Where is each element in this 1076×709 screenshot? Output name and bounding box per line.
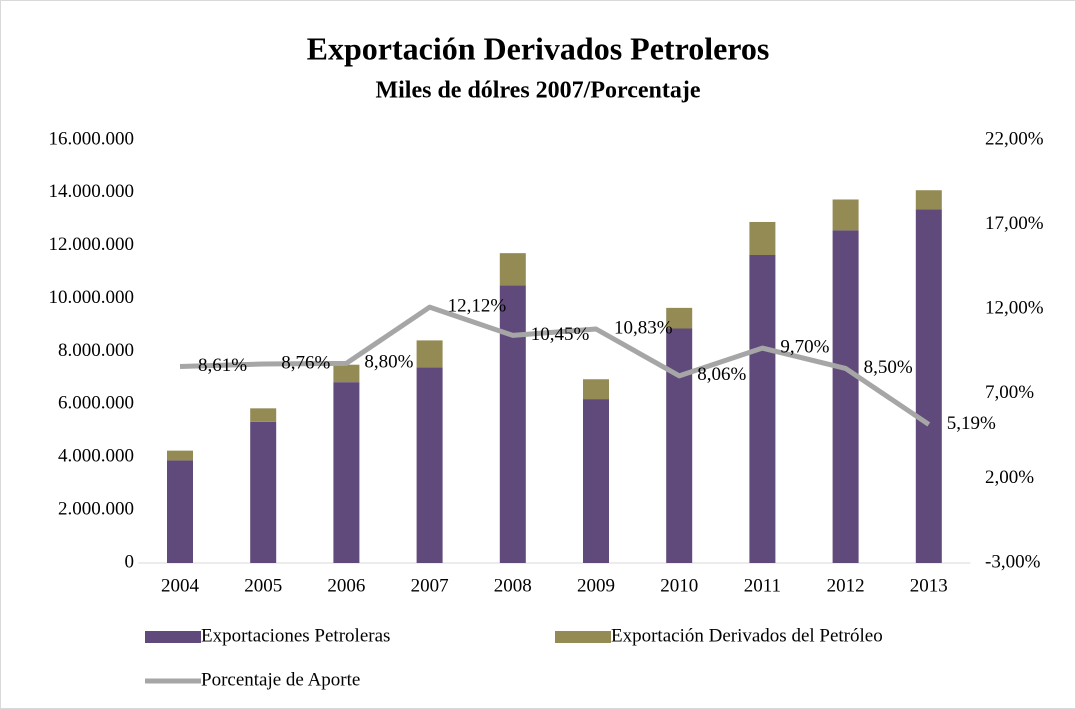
data-label: 8,06% (697, 364, 746, 385)
data-label: 8,76% (281, 352, 330, 373)
y-tick-label: 2.000.000 (58, 498, 134, 519)
bar (915, 209, 942, 563)
y-tick-label: 8.000.000 (58, 340, 134, 361)
data-label: 8,50% (864, 357, 913, 378)
data-label: 5,19% (947, 413, 996, 434)
y2-tick-label: 17,00% (985, 213, 1044, 234)
x-tick-label: 2004 (161, 575, 200, 596)
y2-tick-label: 12,00% (985, 298, 1044, 319)
y-tick-label: 16.000.000 (49, 128, 135, 149)
x-tick-label: 2011 (744, 575, 781, 596)
bar (416, 367, 443, 563)
bar (167, 450, 193, 461)
data-label: 9,70% (780, 336, 829, 357)
legend-swatch (145, 631, 201, 643)
legend-label: Porcentaje de Aporte (201, 669, 360, 690)
bar (915, 190, 942, 210)
x-tick-label: 2012 (827, 575, 865, 596)
x-tick-label: 2005 (244, 575, 282, 596)
x-tick-label: 2009 (577, 575, 615, 596)
bar (499, 285, 526, 563)
data-label: 8,61% (198, 355, 247, 376)
y2-tick-label: 7,00% (985, 382, 1034, 403)
x-tick-label: 2006 (327, 575, 365, 596)
bar (250, 408, 277, 422)
data-label: 10,83% (614, 317, 673, 338)
y2-tick-label: -3,00% (985, 551, 1041, 572)
x-tick-label: 2008 (494, 575, 532, 596)
x-tick-label: 2007 (411, 575, 449, 596)
bar (416, 340, 443, 368)
bar (749, 221, 776, 256)
y-tick-label: 10.000.000 (49, 287, 135, 308)
y-tick-label: 4.000.000 (58, 446, 134, 467)
y-tick-label: 12.000.000 (49, 234, 135, 255)
bar (250, 421, 277, 563)
chart-title: Exportación Derivados Petroleros (307, 30, 770, 66)
legend-label: Exportaciones Petroleras (201, 625, 390, 646)
y-tick-label: 6.000.000 (58, 393, 134, 414)
data-label: 12,12% (448, 296, 507, 317)
legend-label: Exportación Derivados del Petróleo (611, 625, 883, 646)
bar (666, 307, 693, 329)
bar (499, 253, 526, 286)
x-tick-label: 2010 (660, 575, 698, 596)
data-label: 10,45% (531, 324, 590, 345)
bar (832, 199, 859, 231)
bar (832, 230, 859, 563)
bar (583, 399, 609, 563)
data-label: 8,80% (364, 352, 413, 373)
y2-tick-label: 2,00% (985, 467, 1034, 488)
bar (333, 382, 360, 563)
line (179, 304, 931, 427)
bar (749, 255, 776, 564)
bar (583, 379, 609, 400)
legend-swatch (555, 631, 611, 643)
bar (666, 328, 693, 563)
y-tick-label: 14.000.000 (49, 181, 135, 202)
x-tick-label: 2013 (910, 575, 948, 596)
bar (167, 460, 193, 563)
y2-tick-label: 22,00% (985, 128, 1044, 149)
chart-subtitle: Miles de dólres 2007/Porcentaje (375, 78, 700, 104)
y-tick-label: 0 (125, 551, 135, 572)
bar (333, 364, 360, 383)
